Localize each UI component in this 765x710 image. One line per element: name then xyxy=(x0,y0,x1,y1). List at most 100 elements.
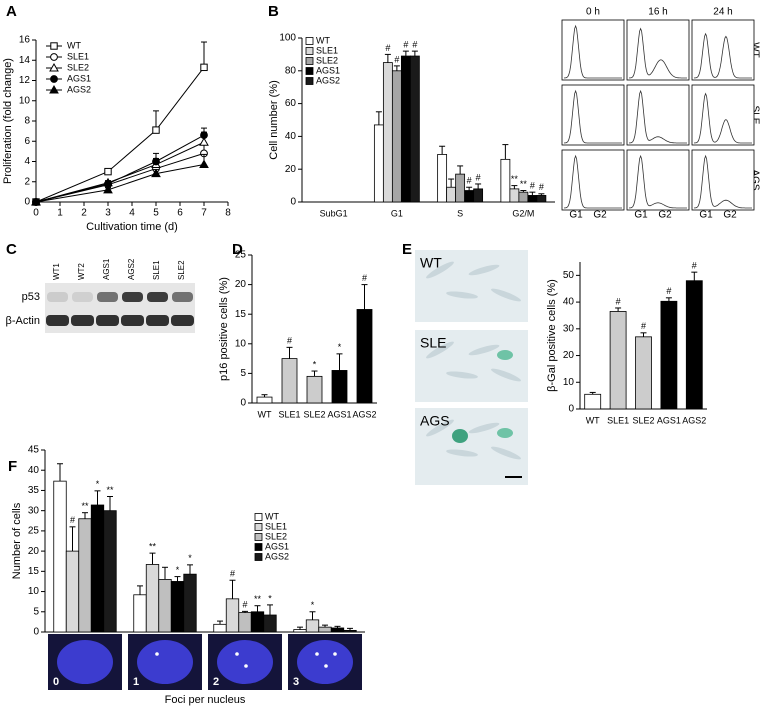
y-axis-label: Number of cells xyxy=(11,502,23,579)
legend-swatch xyxy=(305,37,314,45)
x-tick-label: 0 xyxy=(33,208,39,219)
significance-label: # xyxy=(385,43,390,53)
x-tick-label: SubG1 xyxy=(320,208,348,218)
bar xyxy=(331,370,348,404)
nucleus xyxy=(217,640,273,684)
y-axis-label: β-Gal positive cells (%) xyxy=(546,279,558,392)
y-tick-label: 10 xyxy=(235,338,247,349)
blot-band xyxy=(47,292,68,302)
significance-label: # xyxy=(641,321,646,331)
marker xyxy=(103,184,113,194)
flow-histogram xyxy=(628,27,687,79)
blot-row-label: β-Actin xyxy=(6,315,40,327)
blot-band xyxy=(46,315,69,326)
x-tick-label: 1 xyxy=(57,208,63,219)
y-tick-label: 8 xyxy=(24,116,30,127)
bar xyxy=(356,309,373,404)
legend-marker xyxy=(49,62,59,72)
bar xyxy=(584,393,602,410)
panel-label: C xyxy=(6,241,17,258)
bar xyxy=(158,579,172,633)
bar xyxy=(90,504,105,633)
flow-panel xyxy=(691,84,755,146)
flow-histogram xyxy=(628,89,687,144)
bar xyxy=(330,627,345,633)
x-tick-label: 6 xyxy=(177,208,183,219)
y-tick-label: 5 xyxy=(33,606,39,617)
legend-label: AGS2 xyxy=(316,75,340,85)
bar xyxy=(53,480,67,633)
significance-label: # xyxy=(412,39,417,49)
legend-label: AGS1 xyxy=(265,541,289,551)
flow-histogram xyxy=(563,154,622,209)
y-tick-label: 0 xyxy=(240,398,246,409)
focus-dot xyxy=(315,652,319,656)
bar xyxy=(609,311,627,410)
y-tick-label: 100 xyxy=(279,33,296,44)
legend-label: WT xyxy=(316,35,330,45)
y-tick-label: 6 xyxy=(24,136,30,147)
y-tick-label: 16 xyxy=(19,35,31,46)
x-tick-label: SLE1 xyxy=(278,409,300,419)
flow-panel xyxy=(626,149,690,211)
y-tick-label: 40 xyxy=(563,297,575,308)
significance-label: # xyxy=(403,39,408,49)
x-tick-label: 2 xyxy=(213,676,219,688)
significance-label: # xyxy=(467,176,472,186)
bar xyxy=(256,396,273,404)
bar xyxy=(635,336,652,410)
flow-x-label: G1 xyxy=(634,210,648,221)
flow-panel xyxy=(561,149,625,211)
flow-panel xyxy=(626,19,690,81)
cell xyxy=(491,368,521,382)
significance-label: ** xyxy=(149,542,157,552)
bar xyxy=(133,594,147,633)
bar xyxy=(509,188,520,203)
x-tick-label: 5 xyxy=(153,208,159,219)
legend-label: AGS1 xyxy=(67,73,91,83)
series-line xyxy=(35,141,205,203)
micrograph-label: AGS xyxy=(420,413,450,429)
y-tick-label: 60 xyxy=(285,98,297,109)
x-axis-label: Cultivation time (d) xyxy=(86,221,178,233)
significance-label: ** xyxy=(106,485,114,495)
y-tick-label: 10 xyxy=(19,95,31,106)
y-tick-label: 25 xyxy=(28,526,40,537)
y-tick-label: 12 xyxy=(19,75,31,86)
blot-band xyxy=(122,292,143,302)
focus-dot xyxy=(235,652,239,656)
y-tick-label: 0 xyxy=(290,197,296,208)
blot-band xyxy=(97,292,118,302)
marker xyxy=(152,157,160,166)
blot xyxy=(45,283,195,333)
legend-swatch xyxy=(254,543,263,551)
bar xyxy=(263,614,277,633)
panel-label: F xyxy=(8,458,17,475)
flow-row-label: AGS xyxy=(749,169,760,190)
flow-x-label: G2 xyxy=(723,210,737,221)
stain xyxy=(452,429,468,443)
flow-column-label: 16 h xyxy=(648,7,667,18)
significance-label: ** xyxy=(254,594,262,604)
marker xyxy=(200,63,208,72)
legend-label: SLE2 xyxy=(316,55,338,65)
legend-label: SLE2 xyxy=(265,531,287,541)
y-tick-label: 30 xyxy=(28,505,40,516)
marker xyxy=(199,137,209,146)
bar xyxy=(343,629,357,633)
y-tick-label: 40 xyxy=(28,465,40,476)
legend-marker xyxy=(50,75,58,83)
y-tick-label: 10 xyxy=(28,586,40,597)
bar xyxy=(685,280,703,410)
legend-swatch xyxy=(305,67,314,75)
x-tick-label: 0 xyxy=(53,676,59,688)
y-tick-label: 45 xyxy=(28,445,40,456)
bar xyxy=(391,70,402,203)
x-tick-label: SLE1 xyxy=(607,415,629,425)
x-tick-label: AGS2 xyxy=(682,415,706,425)
bar xyxy=(78,518,92,633)
y-tick-label: 50 xyxy=(563,270,575,281)
significance-label: # xyxy=(476,172,481,182)
flow-histogram xyxy=(693,154,752,209)
y-tick-label: 10 xyxy=(563,377,575,388)
